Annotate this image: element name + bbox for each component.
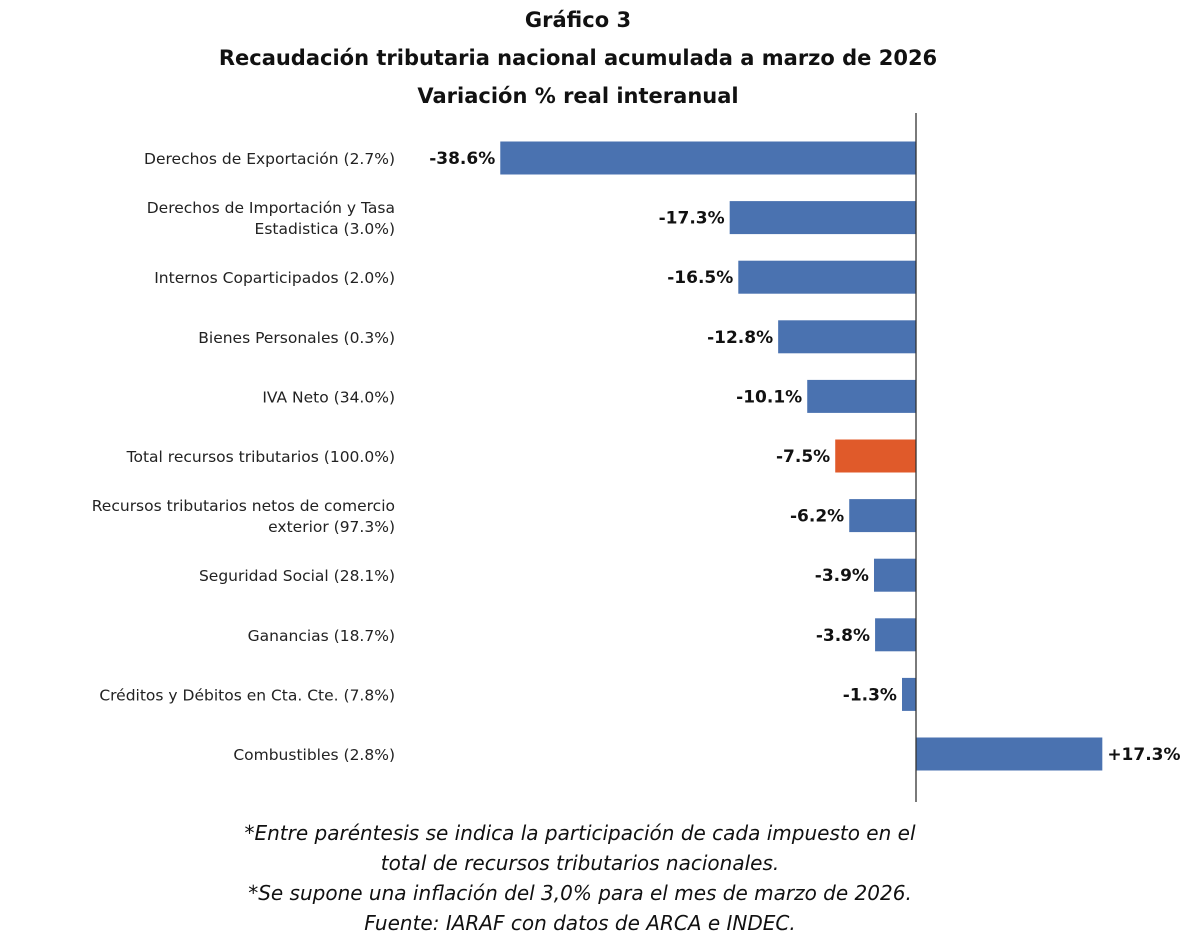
category-label: Seguridad Social (28.1%): [199, 567, 395, 585]
category-label: Combustibles (2.8%): [233, 746, 395, 764]
data-label: -38.6%: [429, 149, 495, 169]
bar: [875, 618, 916, 652]
bar: [873, 558, 916, 592]
footnote-2: total de recursos tributarios nacionales…: [380, 851, 780, 875]
category-label: IVA Neto (34.0%): [262, 388, 395, 406]
data-label: +17.3%: [1107, 745, 1180, 765]
bar: [901, 677, 916, 711]
bar: [738, 260, 916, 294]
chart-title: Gráfico 3: [524, 8, 632, 32]
category-label: Recursos tributarios netos de comercio: [92, 497, 395, 515]
bar: [807, 379, 916, 413]
footnote-4: Fuente: IARAF con datos de ARCA e INDEC.: [364, 911, 796, 935]
data-label: -3.8%: [816, 626, 870, 646]
footnotes: *Entre paréntesis se indica la participa…: [0, 818, 1160, 938]
category-label: Ganancias (18.7%): [248, 627, 395, 645]
bar: [500, 141, 916, 175]
data-label: -6.2%: [790, 507, 844, 527]
bar: [849, 499, 916, 533]
bar: [835, 439, 916, 473]
chart-subtitle: Recaudación tributaria nacional acumulad…: [218, 46, 938, 70]
data-label: -1.3%: [843, 685, 897, 705]
bar: [916, 737, 1103, 771]
data-label: -17.3%: [659, 209, 725, 229]
category-label: exterior (97.3%): [268, 518, 395, 536]
category-label: Estadistica (3.0%): [255, 220, 395, 238]
category-label: Derechos de Exportación (2.7%): [144, 150, 395, 168]
data-label: -12.8%: [707, 328, 773, 348]
footnote-3: *Se supone una inflación del 3,0% para e…: [248, 881, 912, 905]
category-label: Bienes Personales (0.3%): [198, 329, 395, 347]
category-label: Total recursos tributarios (100.0%): [126, 448, 395, 466]
data-label: -10.1%: [736, 387, 802, 407]
data-label: -7.5%: [776, 447, 830, 467]
bar: [729, 201, 916, 235]
footnote-1: *Entre paréntesis se indica la participa…: [244, 821, 916, 845]
data-label: -3.9%: [815, 566, 869, 586]
bar: [778, 320, 916, 354]
category-label: Créditos y Débitos en Cta. Cte. (7.8%): [99, 686, 395, 704]
data-label: -16.5%: [667, 268, 733, 288]
chart-subtitle-2: Variación % real interanual: [417, 84, 739, 108]
category-label: Internos Coparticipados (2.0%): [154, 269, 395, 287]
category-label: Derechos de Importación y Tasa: [147, 199, 395, 217]
